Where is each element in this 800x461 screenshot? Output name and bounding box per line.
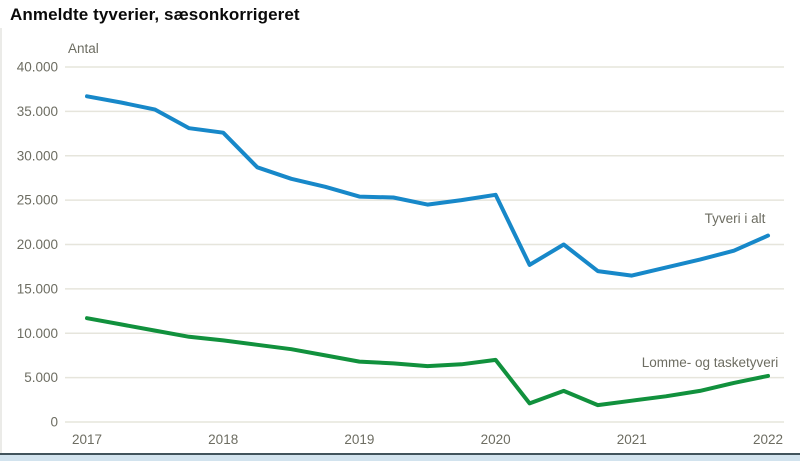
tyveri-i-alt-line [85, 94, 770, 278]
y-tick-label: 20.000 [17, 237, 58, 252]
y-axis-unit-label: Antal [68, 41, 99, 56]
series-label-tyveri-i-alt: Tyveri i alt [705, 211, 766, 226]
series-label-lomme-og-tasketyveri: Lomme- og tasketyveri [642, 355, 779, 370]
y-tick-label: 40.000 [17, 60, 58, 75]
bottom-border-rule [0, 453, 800, 455]
x-tick-label: 2022 [753, 432, 783, 447]
y-tick-label: 0 [50, 415, 58, 430]
x-tick-label: 2019 [344, 432, 374, 447]
x-tick-label: 2018 [208, 432, 238, 447]
y-tick-label: 5.000 [24, 370, 58, 385]
y-tick-label: 35.000 [17, 104, 58, 119]
x-tick-label: 2020 [481, 432, 511, 447]
chart-title: Anmeldte tyverier, sæsonkorrigeret [10, 5, 300, 24]
y-tick-label: 10.000 [17, 326, 58, 341]
x-axis-tick-labels: 2017 2018 2019 2020 2021 2022 [72, 432, 783, 447]
left-edge-border [0, 28, 2, 453]
y-tick-label: 30.000 [17, 148, 58, 163]
y-tick-label: 15.000 [17, 281, 58, 296]
y-tick-label: 25.000 [17, 193, 58, 208]
gridlines-group [65, 66, 784, 423]
bottom-accent-band [0, 455, 800, 461]
y-axis-tick-labels: 0 5.000 10.000 15.000 20.000 25.000 30.000 35.0… [17, 60, 58, 430]
x-tick-label: 2021 [617, 432, 647, 447]
x-tick-label: 2017 [72, 432, 102, 447]
lomme-og-tasketyveri-line [85, 316, 770, 408]
series-lines-group [85, 94, 770, 408]
